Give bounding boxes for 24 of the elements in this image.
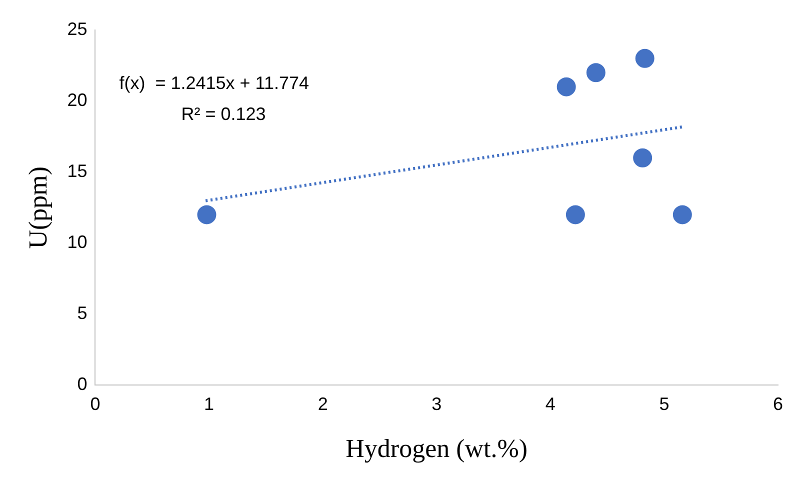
point <box>635 48 654 68</box>
y-tick-label: 0 <box>77 374 88 394</box>
point <box>633 148 652 168</box>
y-tick-label: 15 <box>67 161 88 182</box>
annotation: R² = 0.123 <box>181 104 266 124</box>
x-tick-label: 0 <box>90 394 100 414</box>
point <box>566 205 585 224</box>
x-tick-label: 1 <box>204 394 214 414</box>
annotation: f(x) = 1.2415x + 11.774 <box>119 72 310 93</box>
x-tick-label: 6 <box>772 394 784 414</box>
y-tick-label: 10 <box>67 232 88 252</box>
x-tick-label: 2 <box>318 394 328 414</box>
x-tick-label: 3 <box>432 394 442 414</box>
x-tick-label: 4 <box>545 394 556 414</box>
x-tick-label: 5 <box>659 394 670 414</box>
x-axis-title: Hydrogen (wt.%) <box>346 434 528 464</box>
point <box>672 205 692 224</box>
point <box>586 63 606 82</box>
point <box>556 77 576 96</box>
y-tick-label: 25 <box>67 18 88 39</box>
y-tick-label: 20 <box>67 90 88 110</box>
y-axis-title: U(ppm) <box>23 166 52 249</box>
point <box>197 205 216 224</box>
y-tick-label: 5 <box>77 303 88 324</box>
